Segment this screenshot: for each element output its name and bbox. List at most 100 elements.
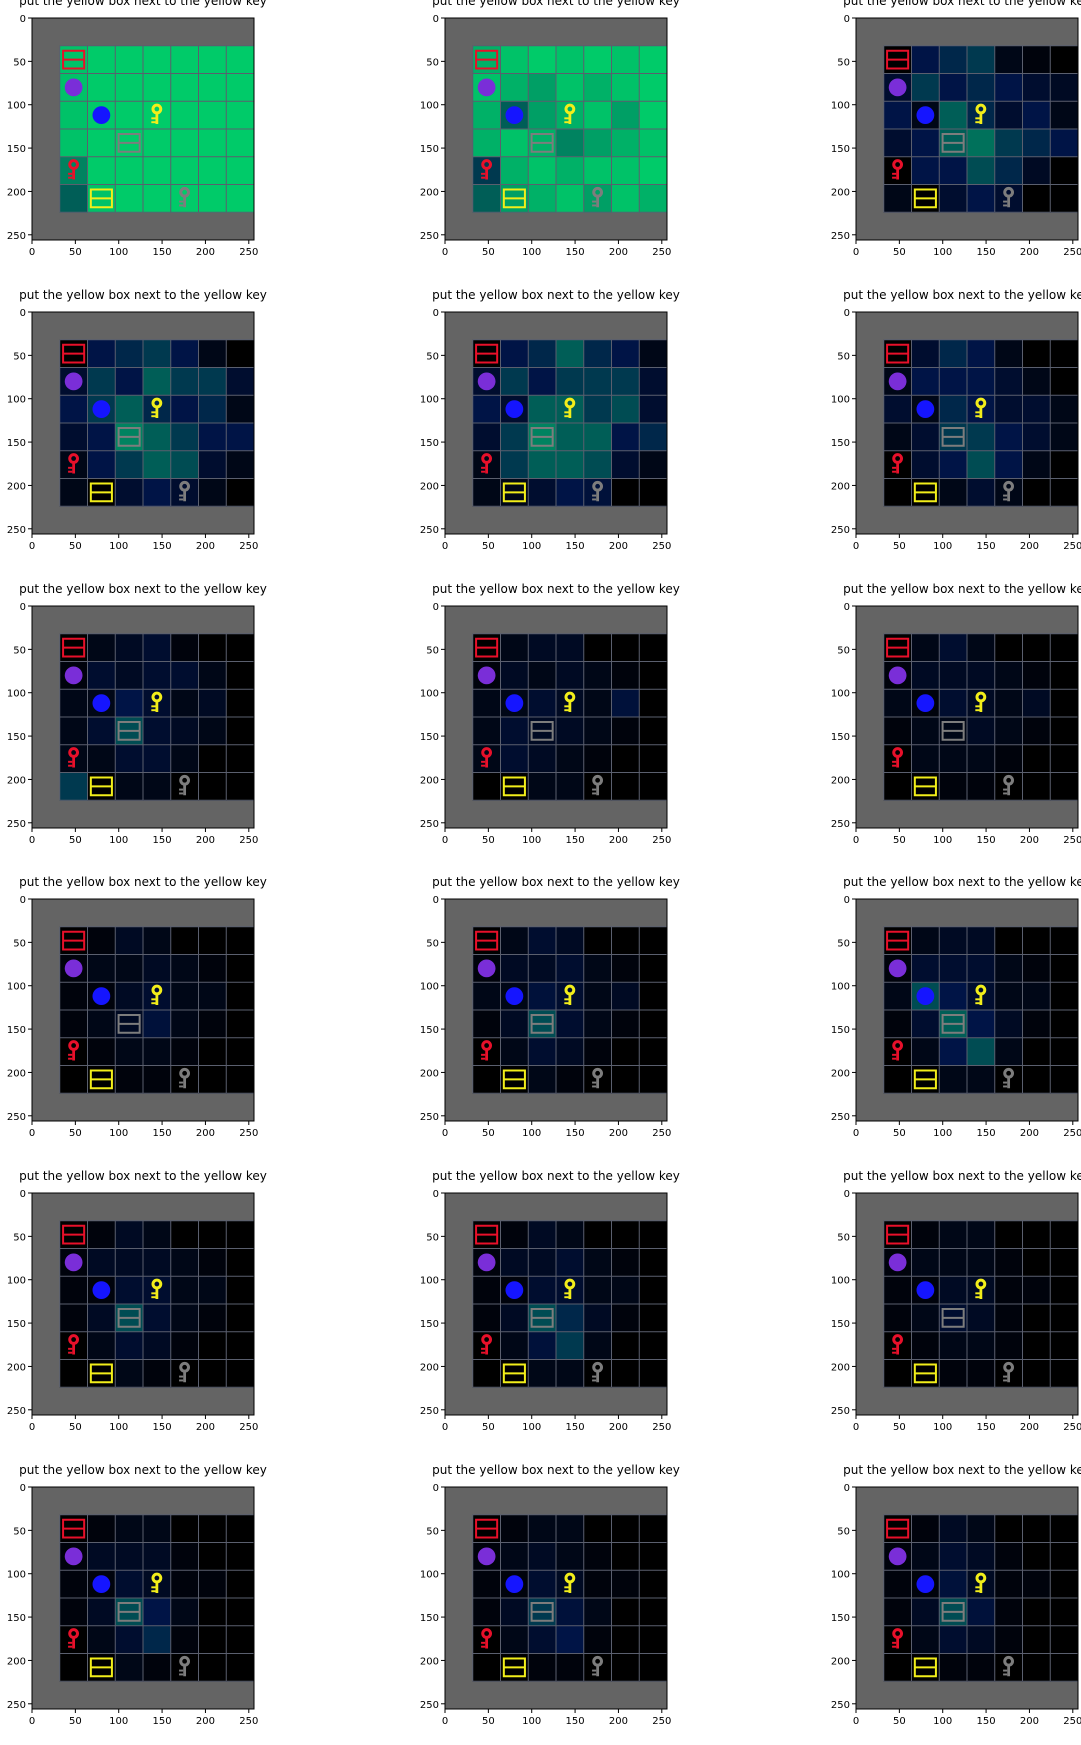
heat-cell [115, 1653, 144, 1682]
x-tick-label: 150 [153, 1128, 172, 1139]
heat-cell [472, 478, 501, 507]
heat-cell [556, 1037, 585, 1066]
yellow-key-icon [151, 103, 163, 125]
heat-cell [1050, 339, 1079, 368]
heat-cell [583, 423, 612, 452]
heat-cell [583, 1276, 612, 1305]
heat-cell [556, 772, 585, 801]
panel-plot: 0 0 50 50 100 100 150 150 200 200 250 250 [7, 1189, 258, 1433]
heat-cell [939, 367, 968, 396]
x-tick-label: 100 [522, 541, 541, 552]
y-tick-label: 250 [420, 819, 439, 830]
heat-cell [611, 1220, 640, 1249]
heat-cell [967, 184, 996, 213]
heat-cell [1022, 1570, 1051, 1599]
y-tick-label: 150 [831, 144, 850, 155]
purple-ball-icon [64, 1253, 83, 1272]
heat-cell [911, 633, 940, 662]
heat-cell [198, 744, 227, 773]
x-tick-label: 150 [566, 1422, 585, 1433]
x-tick-label: 250 [1063, 835, 1081, 846]
heat-cell [198, 423, 227, 452]
x-tick-label: 250 [239, 835, 258, 846]
heat-cell [611, 1570, 640, 1599]
heat-cell [583, 1625, 612, 1654]
x-tick-label: 100 [933, 1716, 952, 1727]
yellow-key-icon [975, 1278, 987, 1300]
y-tick-label: 0 [844, 602, 850, 613]
heat-cell [939, 339, 968, 368]
heat-cell [1050, 1065, 1079, 1094]
y-tick-label: 0 [20, 895, 26, 906]
heat-cell [1050, 772, 1079, 801]
grey-key-icon [1003, 1361, 1015, 1383]
heat-cell [1022, 982, 1051, 1011]
x-tick-label: 50 [69, 247, 82, 258]
x-tick-label: 100 [933, 835, 952, 846]
purple-ball-icon [477, 78, 496, 97]
heat-cell [1050, 1359, 1079, 1388]
heat-cell [87, 1304, 116, 1333]
red-box-icon [62, 637, 86, 658]
y-tick-label: 150 [420, 1025, 439, 1036]
heat-cell [59, 1276, 88, 1305]
red-box-icon [62, 1224, 86, 1245]
heat-cell [198, 367, 227, 396]
heat-cell [1050, 954, 1079, 983]
red-box-icon [886, 343, 910, 364]
panel-plot: 0 0 50 50 100 100 150 150 200 200 250 250 [831, 1483, 1081, 1727]
blue-ball-icon [92, 106, 111, 125]
purple-ball-icon [64, 1547, 83, 1566]
x-tick-label: 250 [1063, 1716, 1081, 1727]
heat-cell [994, 450, 1023, 479]
heat-cell [59, 478, 88, 507]
heat-cell [1022, 45, 1051, 74]
y-tick-label: 100 [7, 1570, 26, 1581]
heat-cell [583, 1037, 612, 1066]
heat-cell [1022, 1065, 1051, 1094]
heat-cell [1050, 633, 1079, 662]
heat-cell [639, 772, 668, 801]
heat-cell [556, 717, 585, 746]
heat-cell [528, 744, 557, 773]
heat-cell [994, 1276, 1023, 1305]
yellow-key-icon [151, 984, 163, 1006]
heat-cell [939, 156, 968, 185]
y-tick-label: 200 [7, 775, 26, 786]
heat-cell [115, 954, 144, 983]
heat-cell [883, 1653, 912, 1682]
heat-cell [967, 1304, 996, 1333]
x-tick-label: 200 [1020, 541, 1039, 552]
purple-ball-icon [64, 666, 83, 685]
panel-plot: 0 0 50 50 100 100 150 150 200 200 250 250 [7, 308, 258, 552]
heat-cell [639, 1276, 668, 1305]
yellow-box-icon [89, 482, 113, 503]
heat-cell [115, 661, 144, 690]
red-box-icon [886, 49, 910, 70]
heat-cell [583, 633, 612, 662]
x-tick-label: 100 [933, 247, 952, 258]
heat-cell [528, 1625, 557, 1654]
heat-cell [528, 339, 557, 368]
red-key-icon [481, 159, 493, 180]
heat-cell [1022, 339, 1051, 368]
heat-cell [639, 1570, 668, 1599]
x-tick-label: 50 [893, 1716, 906, 1727]
heat-cell [556, 156, 585, 185]
grey-box-icon [117, 720, 141, 741]
heat-cell [611, 1065, 640, 1094]
heat-cell [528, 184, 557, 213]
heat-cell [226, 954, 255, 983]
heat-cell [115, 367, 144, 396]
heat-cell [198, 1653, 227, 1682]
x-tick-label: 250 [1063, 1422, 1081, 1433]
x-tick-label: 150 [977, 541, 996, 552]
heat-cell [994, 689, 1023, 718]
heat-cell [170, 45, 199, 74]
y-tick-label: 100 [831, 1570, 850, 1581]
heat-cell [528, 45, 557, 74]
heat-cell [500, 1248, 529, 1277]
heat-cell [500, 45, 529, 74]
x-tick-label: 250 [239, 1422, 258, 1433]
heat-cell [1050, 1514, 1079, 1543]
